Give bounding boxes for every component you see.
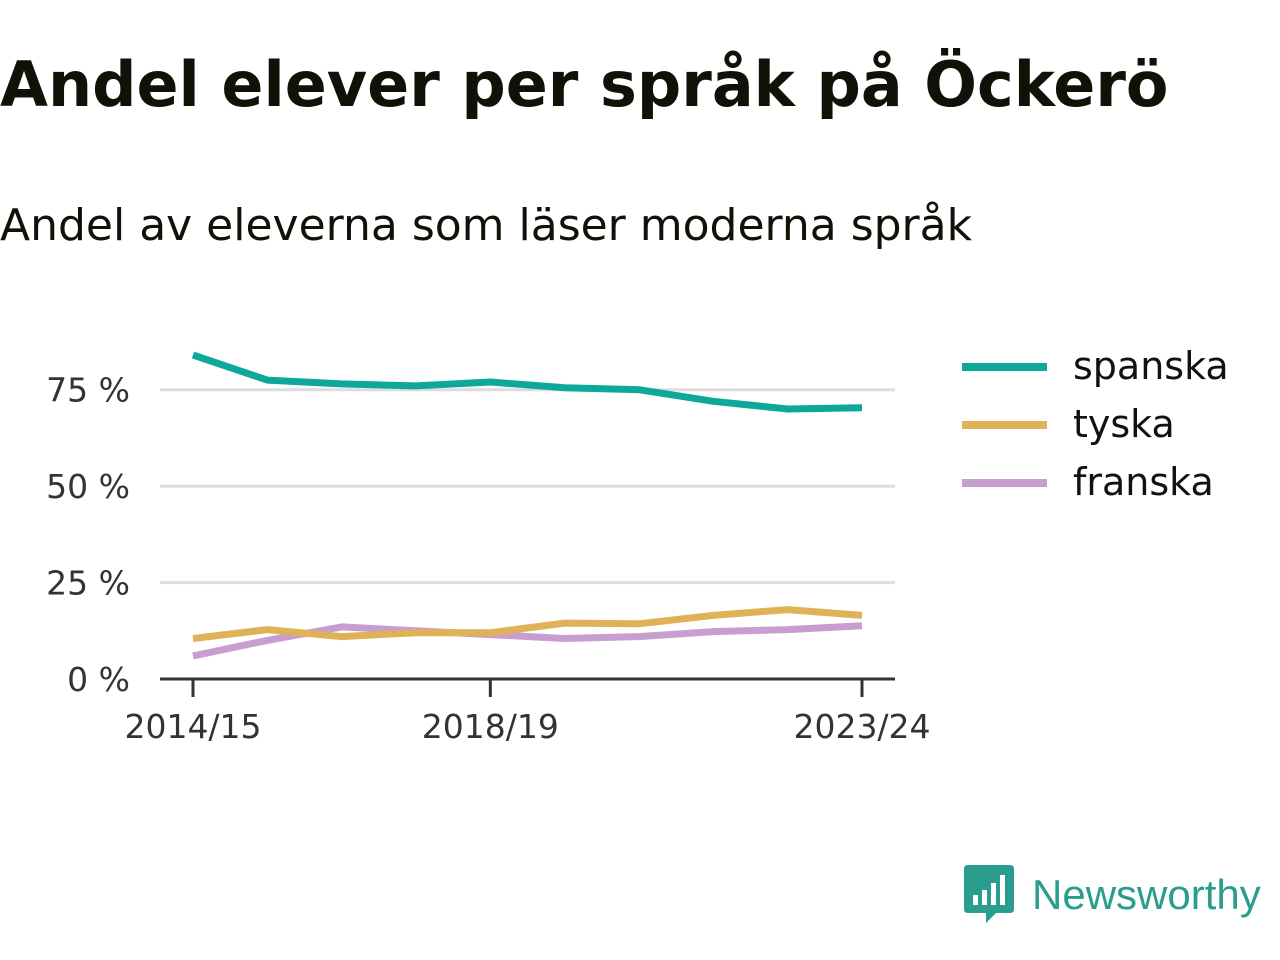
x-tick-label: 2018/19	[422, 707, 559, 746]
brand-name: Newsworthy	[1032, 871, 1261, 918]
series-line-spanska	[191, 351, 863, 413]
chart-subtitle: Andel av eleverna som läser moderna språ…	[0, 200, 973, 251]
y-axis-labels: 0 % 25 % 50 % 75 %	[46, 371, 130, 699]
series-lines	[191, 351, 863, 660]
newsworthy-logo-icon	[964, 865, 1014, 923]
y-tick-label: 50 %	[46, 467, 130, 506]
legend-label-tyska: tyska	[1073, 402, 1175, 446]
series-line-tyska	[192, 606, 863, 642]
legend: spanska tyska franska	[962, 344, 1229, 504]
x-tick-label: 2023/24	[793, 707, 930, 746]
x-axis-labels: 2014/15 2018/19 2023/24	[124, 707, 930, 746]
y-tick-label: 0 %	[67, 660, 130, 699]
x-axis	[160, 677, 895, 697]
y-tick-label: 25 %	[46, 564, 130, 603]
chart-title: Andel elever per språk på Öckerö	[0, 48, 1169, 121]
grid-lines	[160, 388, 895, 585]
legend-label-franska: franska	[1073, 460, 1214, 504]
x-tick-label: 2014/15	[124, 707, 261, 746]
legend-label-spanska: spanska	[1073, 344, 1229, 388]
brand-logo: Newsworthy	[964, 864, 1261, 926]
y-tick-label: 75 %	[46, 371, 130, 410]
